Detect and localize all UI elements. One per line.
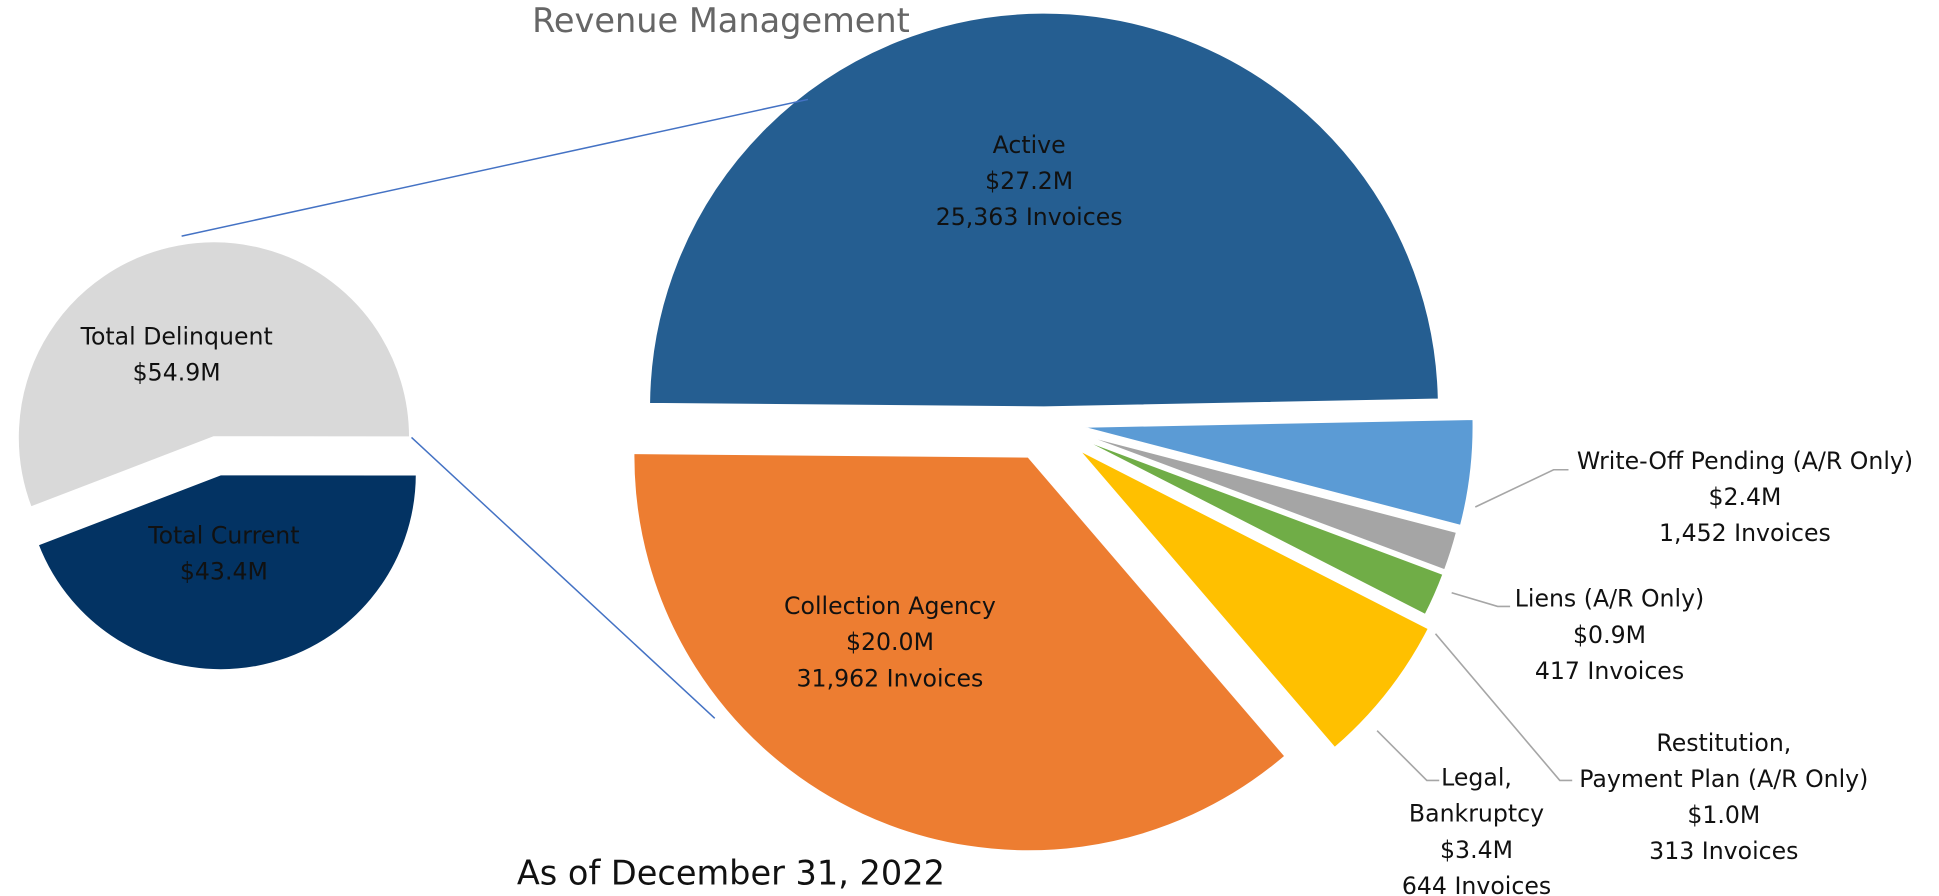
data-label: $27.2M [985, 167, 1073, 195]
data-label: Legal, [1441, 764, 1512, 792]
data-label: $2.4M [1708, 483, 1781, 511]
data-label: Payment Plan (A/R Only) [1579, 765, 1868, 793]
pie-slice [35, 472, 419, 672]
data-label: 1,452 Invoices [1659, 519, 1831, 547]
leader-line [1376, 730, 1440, 782]
chart-subtitle: As of December 31, 2022 [517, 853, 945, 892]
pie-slice [647, 11, 1441, 409]
data-label: Collection Agency [784, 592, 996, 620]
data-label: 25,363 Invoices [936, 203, 1123, 231]
pie-slice [1078, 417, 1475, 528]
chart-title: Revenue Management [532, 1, 910, 40]
leader-line [1434, 633, 1573, 782]
data-label: $20.0M [846, 628, 934, 656]
data-label: 31,962 Invoices [797, 664, 984, 692]
data-label: Total Delinquent [80, 323, 273, 351]
data-label: $0.9M [1573, 621, 1646, 649]
pie-slice [631, 451, 1288, 853]
pie-slice [1076, 447, 1431, 751]
data-label: Restitution, [1656, 729, 1791, 757]
data-label: Total Current [147, 521, 299, 549]
data-label: Write-Off Pending (A/R Only) [1577, 447, 1913, 475]
data-label: $1.0M [1687, 801, 1760, 829]
data-label: Liens (A/R Only) [1515, 585, 1705, 613]
data-label: 417 Invoices [1535, 657, 1684, 685]
pie-slice [1073, 434, 1446, 617]
data-label: 313 Invoices [1649, 837, 1798, 865]
data-label: $43.4M [180, 557, 268, 585]
connector-line [181, 98, 809, 237]
leader-line [1451, 592, 1511, 608]
data-label: $3.4M [1440, 836, 1513, 864]
leader-line [1474, 468, 1569, 508]
data-label: $54.9M [133, 359, 221, 387]
pie-slice [16, 239, 412, 510]
connector-line [411, 436, 716, 719]
data-label: Bankruptcy [1409, 800, 1544, 828]
pie-slice [1074, 431, 1459, 573]
data-label: 644 Invoices [1402, 872, 1551, 896]
data-label: Active [993, 131, 1066, 159]
